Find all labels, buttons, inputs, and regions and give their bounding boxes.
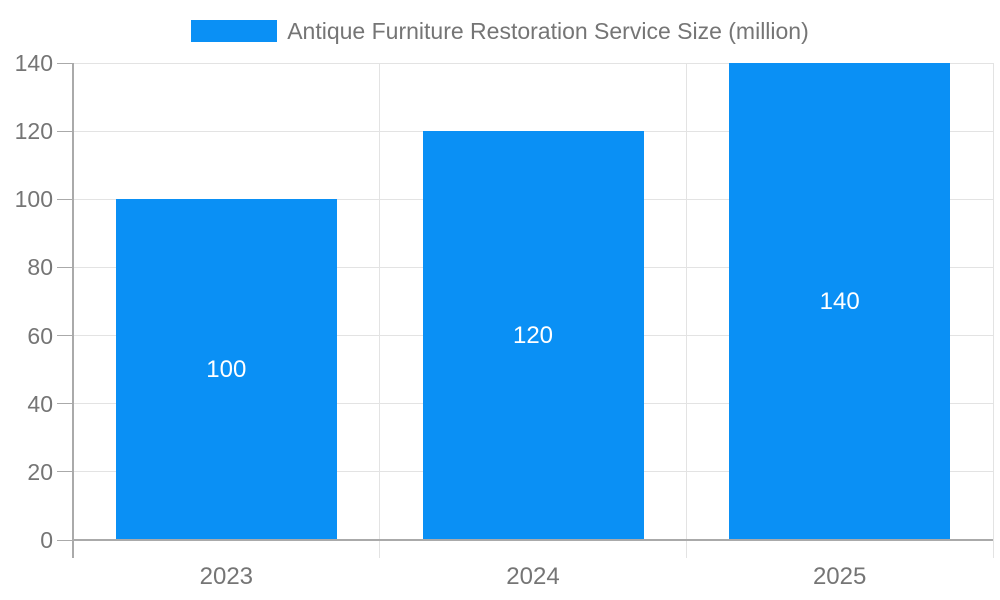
y-tick-label: 0: [40, 527, 53, 553]
legend-label: Antique Furniture Restoration Service Si…: [287, 17, 809, 44]
y-tick-label: 100: [14, 186, 53, 213]
legend: Antique Furniture Restoration Service Si…: [0, 9, 1000, 53]
y-tick-label: 80: [27, 254, 53, 281]
gridline-vertical: [685, 63, 687, 558]
y-tick: [57, 62, 73, 64]
y-tick: [57, 130, 73, 132]
legend-item[interactable]: Antique Furniture Restoration Service Si…: [191, 18, 809, 45]
bar-2025[interactable]: [729, 63, 951, 540]
bar-value-label: 120: [512, 321, 554, 349]
bar-2024[interactable]: [422, 131, 644, 540]
y-tick-label: 140: [14, 50, 53, 76]
y-tick: [57, 471, 73, 473]
y-tick: [57, 266, 73, 268]
x-tick-label: 2023: [199, 563, 254, 590]
y-tick-label: 60: [27, 322, 53, 349]
x-tick-label: 2025: [812, 563, 867, 590]
x-axis-line: [73, 539, 993, 541]
gridline-horizontal: [73, 62, 993, 64]
x-tick-label: 2024: [506, 563, 560, 590]
y-tick-label: 20: [27, 458, 53, 485]
y-axis-line: [72, 63, 74, 558]
bar-value-label: 140: [819, 287, 860, 315]
y-tick-label: 120: [14, 118, 53, 145]
gridline-vertical: [379, 63, 381, 558]
y-tick: [57, 198, 73, 200]
gridline-vertical: [992, 63, 994, 558]
y-tick: [57, 403, 73, 405]
bar-2023[interactable]: [115, 199, 337, 540]
y-tick: [57, 539, 73, 541]
bar-value-label: 100: [206, 355, 247, 383]
y-tick: [57, 335, 73, 337]
legend-swatch-icon: [191, 20, 278, 42]
y-tick-label: 40: [27, 390, 53, 417]
